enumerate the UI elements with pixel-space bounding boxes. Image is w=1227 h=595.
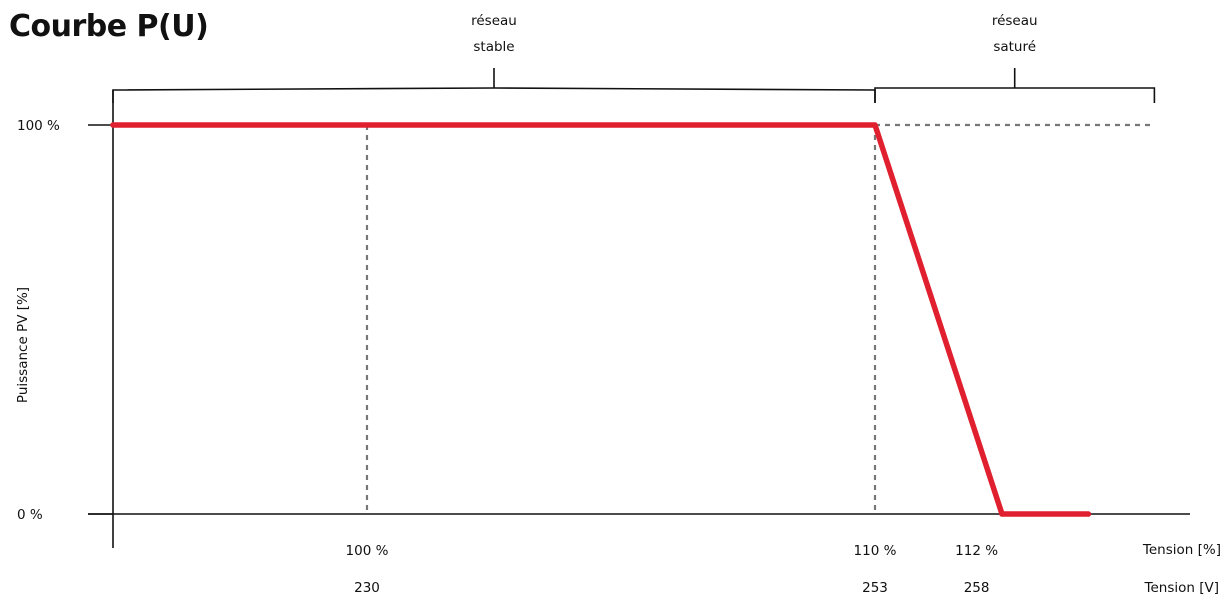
- region-bracket-1: [112, 87, 876, 103]
- series-point-4: [1085, 511, 1091, 517]
- x-tick-label-volt-110: 253: [862, 580, 888, 595]
- series-point-1: [110, 122, 116, 128]
- x-axis-label-volt: Tension [V]: [1144, 580, 1219, 595]
- series-point-3: [999, 511, 1005, 517]
- chart-title: Courbe P(U): [9, 9, 209, 44]
- region-label-line2-1: stable: [473, 39, 514, 55]
- x-axis-label-percent: Tension [%]: [1142, 542, 1221, 558]
- y-tick-label-0: 0 %: [17, 507, 43, 523]
- region-label-line1-2: réseau: [992, 13, 1038, 29]
- x-tick-label-percent-100: 100 %: [346, 543, 389, 559]
- region-bracket-2: [874, 87, 1156, 103]
- series-line-1: [110, 122, 1092, 517]
- region-label-line2-2: saturé: [993, 39, 1036, 55]
- x-tick-label-volt-112: 258: [964, 580, 990, 595]
- x-tick-label-percent-110: 110 %: [854, 543, 897, 559]
- region-label-line1-1: réseau: [471, 13, 517, 29]
- x-tick-label-volt-100: 230: [354, 580, 380, 595]
- series-point-2: [872, 122, 878, 128]
- y-tick-label-100: 100 %: [17, 118, 60, 134]
- x-tick-label-percent-112: 112 %: [955, 543, 998, 559]
- y-axis-label: Puissance PV [%]: [15, 287, 31, 403]
